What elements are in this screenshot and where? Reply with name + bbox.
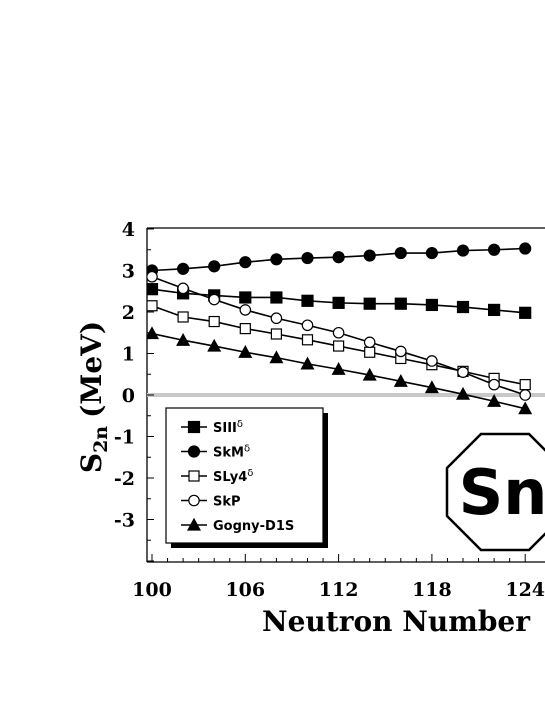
data-point-square-filled bbox=[519, 306, 532, 319]
data-point-triangle-filled bbox=[176, 332, 191, 346]
data-point-square-open bbox=[208, 315, 220, 328]
data-point-square-open bbox=[364, 346, 376, 358]
data-point-circle-open bbox=[519, 389, 531, 401]
data-point-circle-open bbox=[301, 319, 314, 332]
data-point-triangle-filled bbox=[207, 338, 222, 352]
y-axis-title-unit: (MeV) bbox=[75, 321, 108, 418]
y-tick-label: -1 bbox=[114, 427, 135, 449]
legend-label: SIIIδ bbox=[213, 419, 243, 436]
data-point-square-filled bbox=[488, 303, 501, 317]
data-point-square-filled bbox=[456, 300, 470, 314]
data-point-circle-filled bbox=[177, 262, 190, 275]
data-point-square-open bbox=[188, 470, 200, 482]
data-point-triangle-filled bbox=[487, 393, 502, 407]
x-tick-label: 112 bbox=[319, 579, 359, 601]
data-point-triangle-filled bbox=[362, 367, 377, 381]
data-point-square-filled bbox=[270, 291, 283, 304]
data-point-square-filled bbox=[363, 297, 376, 310]
x-tick-label: 100 bbox=[132, 579, 172, 601]
x-tick-label: 106 bbox=[225, 579, 265, 601]
y-axis-title: S2n (MeV) bbox=[75, 321, 112, 473]
y-tick-label: -3 bbox=[114, 510, 135, 532]
data-point-circle-open bbox=[363, 336, 376, 349]
data-point-circle-open bbox=[270, 312, 283, 325]
series-layer bbox=[147, 242, 533, 415]
x-tick-label: 118 bbox=[412, 579, 452, 601]
data-point-circle-open bbox=[488, 378, 500, 391]
data-point-circle-filled bbox=[425, 246, 438, 260]
legend-label: SkMδ bbox=[213, 444, 250, 461]
data-point-circle-filled bbox=[239, 256, 252, 269]
data-point-triangle-filled bbox=[186, 517, 202, 531]
data-point-circle-filled bbox=[270, 253, 283, 266]
x-tick-label: 124 bbox=[505, 579, 545, 601]
element-badge: Sn bbox=[445, 432, 545, 552]
data-point-circle-filled bbox=[332, 251, 345, 264]
data-point-circle-open bbox=[147, 270, 158, 283]
data-point-triangle-filled bbox=[518, 401, 533, 415]
data-point-circle-open bbox=[208, 293, 220, 306]
data-point-triangle-filled bbox=[269, 350, 284, 364]
data-point-square-open bbox=[519, 379, 531, 391]
data-point-square-filled bbox=[394, 297, 407, 310]
series-siii bbox=[147, 283, 532, 319]
data-point-circle-open bbox=[332, 326, 345, 339]
y-tick-label: 2 bbox=[122, 302, 135, 324]
data-point-triangle-filled bbox=[238, 345, 253, 358]
data-point-circle-filled bbox=[488, 243, 501, 256]
badge-octagon bbox=[445, 432, 545, 552]
data-point-triangle-filled bbox=[455, 386, 471, 400]
series-skp bbox=[147, 270, 531, 401]
data-point-circle-open bbox=[426, 355, 438, 367]
data-point-circle-open bbox=[394, 345, 407, 358]
y-axis-title-symbol: S bbox=[75, 453, 108, 473]
data-point-circle-open bbox=[239, 304, 252, 316]
data-point-circle-filled bbox=[363, 249, 376, 262]
data-point-square-open bbox=[239, 323, 251, 335]
data-point-triangle-filled bbox=[147, 326, 160, 340]
y-axis-title-subscript: 2n bbox=[90, 426, 112, 453]
data-point-triangle-filled bbox=[393, 374, 408, 387]
data-point-square-open bbox=[147, 300, 158, 312]
y-tick-label: 4 bbox=[122, 219, 135, 241]
data-point-circle-filled bbox=[519, 242, 532, 255]
data-point-circle-filled bbox=[301, 251, 314, 265]
data-point-square-filled bbox=[301, 294, 314, 307]
data-point-triangle-filled bbox=[424, 380, 439, 394]
data-point-square-filled bbox=[147, 283, 159, 296]
data-point-circle-open bbox=[457, 366, 469, 378]
data-point-square-filled bbox=[239, 291, 252, 304]
data-point-square-open bbox=[177, 311, 189, 323]
legend-label: SLy4δ bbox=[213, 468, 253, 485]
y-tick-label: -2 bbox=[114, 468, 135, 490]
series-gogny-d1s bbox=[147, 326, 533, 415]
data-point-square-open bbox=[333, 340, 345, 352]
data-point-square-filled bbox=[332, 296, 345, 309]
data-point-square-open bbox=[301, 334, 314, 346]
y-tick-label: 1 bbox=[122, 344, 135, 366]
axes: -3 -2 -1 0 1 2 3 4 100 106 112 118 124 bbox=[114, 219, 545, 601]
legend-label: Gogny-D1S bbox=[213, 519, 294, 534]
series-skm bbox=[147, 242, 532, 277]
data-point-triangle-filled bbox=[300, 356, 315, 370]
data-point-square-filled bbox=[187, 420, 201, 434]
data-point-circle-filled bbox=[208, 260, 221, 273]
y-tick-label: 3 bbox=[122, 261, 135, 283]
data-point-circle-filled bbox=[456, 244, 470, 257]
data-point-circle-filled bbox=[187, 445, 201, 458]
data-point-circle-open bbox=[188, 494, 200, 507]
x-axis-title: Neutron Number bbox=[262, 605, 531, 638]
data-point-circle-filled bbox=[394, 246, 407, 260]
data-point-square-filled bbox=[425, 298, 438, 312]
data-point-circle-open bbox=[177, 282, 189, 295]
legend-label: SkP bbox=[213, 495, 241, 510]
data-point-triangle-filled bbox=[331, 362, 346, 375]
badge-label: Sn bbox=[459, 456, 545, 529]
y-tick-label: 0 bbox=[122, 385, 135, 407]
data-point-square-open bbox=[270, 328, 282, 340]
legend: SIIIδ SkMδ SLy4δ SkP Gogny-D1S bbox=[165, 407, 328, 548]
